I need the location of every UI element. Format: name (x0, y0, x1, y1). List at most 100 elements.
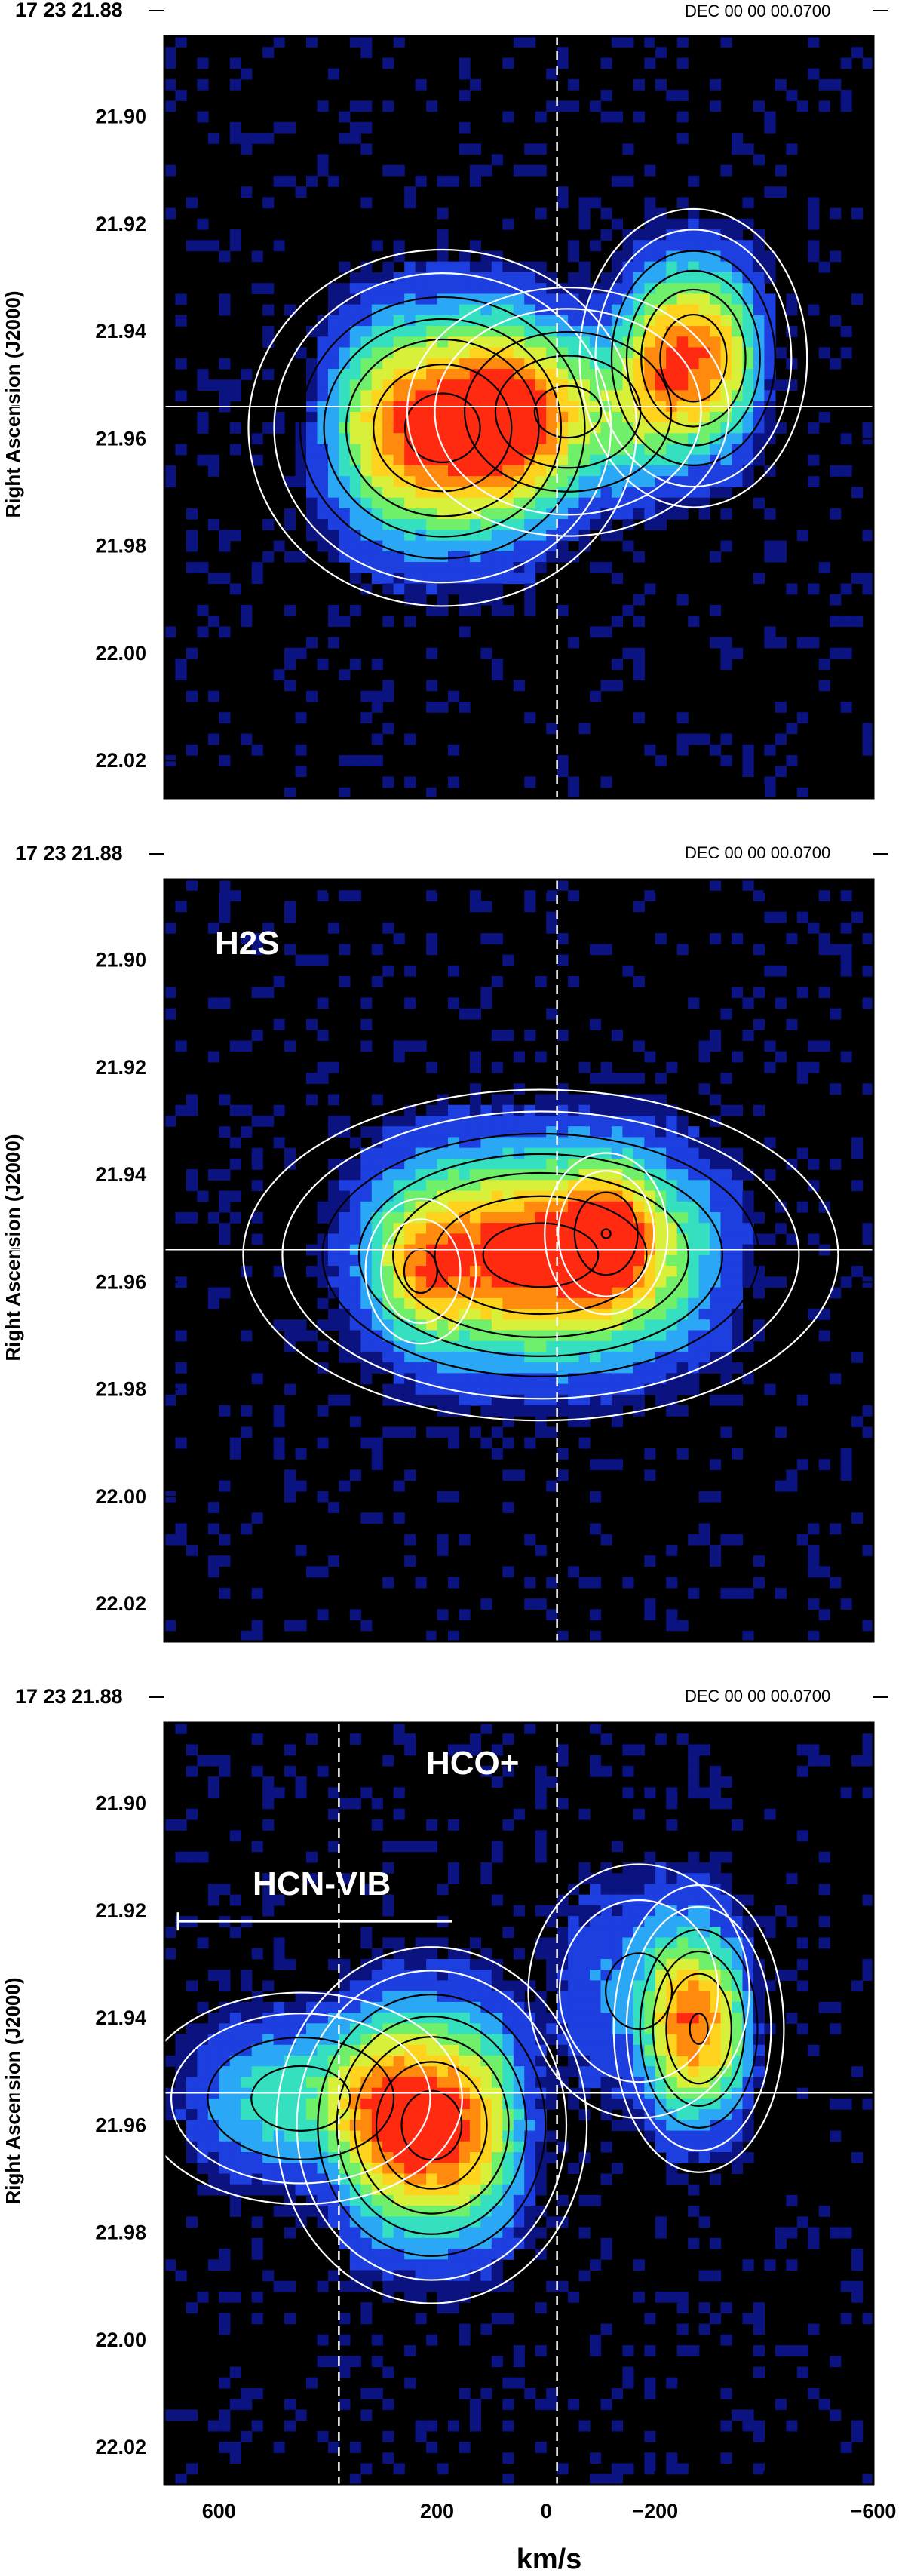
heat-cell (371, 519, 383, 530)
heat-cell (426, 379, 438, 391)
heat-cell (611, 1201, 623, 1213)
heat-cell (753, 100, 765, 112)
heat-cell (535, 1598, 547, 1610)
heat-cell (502, 1765, 514, 1777)
heat-cell (710, 1309, 722, 1320)
heat-cell (655, 1884, 667, 1896)
heat-cell (175, 1437, 187, 1449)
heat-cell (535, 2152, 547, 2163)
heat-cell (775, 997, 787, 1009)
heat-cell (502, 272, 514, 284)
heat-cell (437, 1373, 449, 1385)
heat-cell (327, 2141, 339, 2153)
heat-cell (851, 1137, 864, 1149)
heat-cell (644, 1469, 656, 1481)
heat-cell (502, 369, 514, 380)
heat-cell (655, 1180, 667, 1192)
heat-cell (590, 1212, 602, 1224)
heat-cell (600, 111, 612, 123)
heat-cell (339, 2130, 351, 2142)
heat-cell (568, 1116, 580, 1127)
heat-cell (306, 2066, 318, 2077)
heat-cell (633, 487, 645, 499)
heat-cell (480, 1340, 492, 1352)
heat-cell (459, 1394, 471, 1406)
heat-cell (840, 347, 852, 359)
heat-cell (349, 1416, 361, 1428)
heat-cell (720, 1970, 732, 1981)
heat-cell (698, 1873, 710, 1884)
heat-cell (786, 2194, 798, 2206)
heat-cell (775, 1905, 787, 1917)
heat-cell (219, 390, 231, 402)
heat-cell (360, 1340, 373, 1352)
heat-cell (600, 1276, 612, 1288)
heat-cell (786, 1018, 798, 1030)
heat-cell (688, 733, 700, 745)
heat-cell (175, 1104, 187, 1116)
heat-cell (393, 2077, 405, 2089)
heat-cell (327, 1959, 339, 1970)
heat-cell (469, 2013, 481, 2024)
heat-cell (513, 1469, 525, 1481)
heat-cell (775, 2237, 787, 2249)
heat-cell (578, 1158, 591, 1170)
heat-cell (371, 755, 383, 766)
heat-cell (732, 1223, 744, 1234)
heat-cell (698, 1212, 710, 1224)
heat-cell (371, 2356, 383, 2368)
heat-cell (393, 1201, 405, 1213)
heat-cell (808, 1755, 820, 1767)
heat-cell (262, 2066, 275, 2077)
heat-cell (513, 1104, 525, 1116)
heat-cell (535, 1287, 547, 1299)
heat-cell (186, 562, 198, 573)
heat-cell (720, 2334, 732, 2346)
heat-cell (262, 1894, 275, 1906)
heat-cell (557, 519, 569, 530)
heat-cell (327, 519, 339, 530)
heat-cell (448, 2237, 460, 2249)
heat-cell (415, 2044, 427, 2056)
heat-cell (710, 2313, 722, 2325)
heat-cell (448, 1873, 460, 1884)
heat-cell (371, 1233, 383, 1245)
heat-cell (371, 2194, 383, 2206)
heat-cell (459, 250, 471, 263)
heat-cell (655, 283, 667, 294)
heat-cell (349, 2227, 361, 2239)
heat-cell (720, 1158, 732, 1170)
heat-cell (786, 2227, 798, 2239)
heat-cell (590, 2044, 602, 2056)
heat-cell (469, 240, 481, 252)
heat-cell (480, 1373, 492, 1385)
heat-cell (229, 1894, 241, 1906)
heat-cell (251, 987, 263, 999)
heat-cell (426, 422, 438, 434)
heat-cell (590, 626, 602, 638)
heat-cell (764, 540, 776, 552)
heat-cell (535, 2001, 547, 2013)
heat-cell (644, 1937, 656, 1949)
heat-cell (317, 890, 329, 901)
heat-cell (775, 347, 787, 359)
heat-cell (578, 2034, 591, 2046)
heat-cell (742, 347, 754, 359)
heat-cell (546, 444, 558, 456)
heat-cell (306, 1566, 318, 1578)
heat-cell (284, 1340, 296, 1352)
heat-cell (688, 1991, 700, 2003)
heat-cell (229, 390, 241, 402)
heat-cell (535, 1169, 547, 1181)
heat-cell (688, 1201, 700, 1213)
heat-cell (273, 411, 285, 423)
heat-cell (404, 293, 416, 305)
heat-cell (546, 1405, 558, 1417)
heat-cell (317, 379, 329, 391)
heat-cell (688, 1212, 700, 1224)
heat-cell (611, 1873, 623, 1884)
heat-cell (197, 2291, 209, 2303)
heat-cell (415, 519, 427, 530)
heat-cell (459, 2034, 471, 2046)
heat-cell (764, 293, 776, 305)
